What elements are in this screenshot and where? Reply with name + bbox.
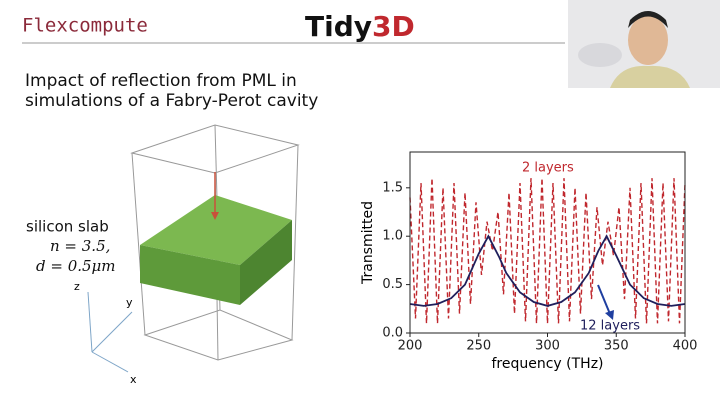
y-tick-label: 0.0 <box>382 326 403 341</box>
annotation-arrow <box>597 284 611 315</box>
webcam <box>568 0 720 88</box>
y-axis-label: Transmitted <box>360 201 376 285</box>
logo-part: Tidy <box>305 10 372 43</box>
webcam-shirt <box>610 65 690 88</box>
x-tick-label: 350 <box>604 339 629 354</box>
axis-name: z <box>74 280 80 293</box>
box-edge <box>131 152 146 336</box>
chart: 200 250 300 350 400 0.0 0.5 1.0 1.5 frequency (TH… <box>360 151 698 372</box>
y-tick-label: 1.5 <box>382 180 403 195</box>
webcam-hair <box>628 11 668 28</box>
slide-title: simulations of a Fabry-Perot cavity <box>25 91 318 111</box>
x-tick-label: 250 <box>466 339 491 354</box>
webcam-decor <box>578 43 622 67</box>
source-arrow-head <box>211 212 219 220</box>
x-tick-label: 300 <box>535 339 560 354</box>
series-line <box>409 234 686 307</box>
slide-title: Impact of reflection from PML in <box>25 71 297 91</box>
x-axis-label: frequency (THz) <box>491 356 603 372</box>
series-annotation: 2 layers <box>522 161 574 176</box>
slab-label: silicon slab <box>26 218 109 236</box>
axis-name: y <box>126 296 133 309</box>
y-tick-label: 0.5 <box>382 277 403 292</box>
x-tick-label: 400 <box>673 339 698 354</box>
slab-label: n = 3.5, <box>50 237 110 255</box>
x-tick-label: 200 <box>398 339 423 354</box>
axis-name: x <box>130 373 137 386</box>
slab-top <box>140 195 292 265</box>
y-tick-label: 1.0 <box>382 229 403 244</box>
annotation-arrow-head <box>605 310 614 320</box>
series-annotation: 12 layers <box>580 319 640 334</box>
axis-arrow <box>87 291 93 353</box>
brand: Flexcompute <box>22 15 148 37</box>
webcam-face <box>628 15 668 65</box>
slab-front <box>140 245 240 305</box>
box-edge <box>291 144 299 341</box>
logo-part: 3D <box>372 10 415 43</box>
logo: Tidy3D <box>305 10 415 43</box>
axis-arrow <box>91 351 129 373</box>
slab-label: d = 0.5μm <box>36 257 116 275</box>
box-edge <box>143 309 294 361</box>
axes-triad <box>87 291 133 373</box>
axis-arrow <box>91 311 133 353</box>
slab-side <box>240 220 292 305</box>
